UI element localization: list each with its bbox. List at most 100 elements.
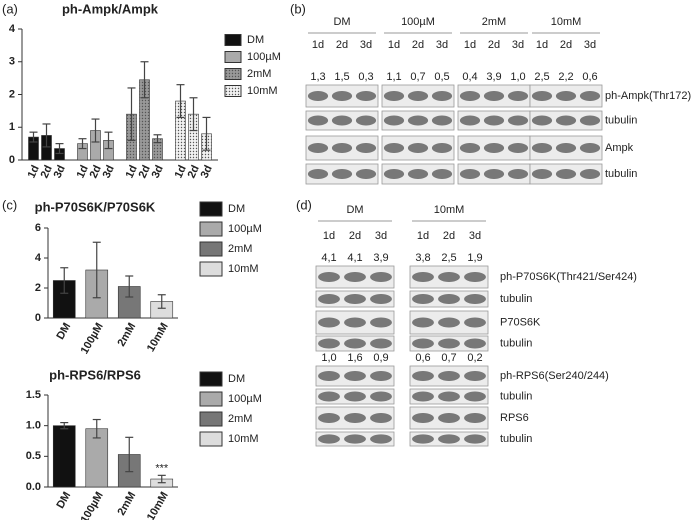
lane-label: 2d [336,39,348,51]
blot-band [370,434,392,444]
y-tick-label: 0 [35,312,41,324]
blot-group: 10mM [434,204,465,216]
legend-swatch [224,34,242,46]
blot-band [370,294,392,304]
blot-group: 2mM [482,16,506,28]
panel-label: (c) [2,197,17,212]
blot-band [412,272,434,282]
row-label: RPS6 [500,412,529,424]
blot-band [383,91,405,101]
blot-band [370,413,392,423]
blot-band [331,91,353,101]
lane-label: 2d [488,39,500,51]
legend-swatch [199,411,223,427]
y-tick-label: 1.0 [26,420,41,432]
blot-band [412,317,434,328]
blot-band [318,371,340,381]
blot-band [438,371,460,381]
x-tick-label: 100µM [79,490,106,520]
blot-value: 1,3 [310,71,325,83]
legend-label: 100µM [228,393,262,405]
x-tick-label: 3d [150,163,166,180]
y-tick-label: 6 [35,222,41,234]
y-tick-label: 0.5 [26,450,41,462]
row-label: ph-RPS6(Ser240/244) [500,370,609,382]
row-label: tubulin [605,114,637,126]
blot-band [464,391,486,402]
legend-swatch [224,51,242,63]
x-tick-label: 1d [173,163,189,180]
lane-label: 1d [417,230,429,242]
y-tick-label: 0.0 [26,481,41,493]
blot-band [344,371,366,381]
blot-value: 1,9 [467,252,482,264]
blot-group: DM [333,16,350,28]
blot-band [438,434,460,444]
blot-value: 1,5 [334,71,349,83]
legend-swatch [199,431,223,447]
blot-band [355,91,377,101]
lane-label: 2d [443,230,455,242]
blot-value: 0,4 [462,71,477,83]
blot-band [344,338,366,349]
row-label: tubulin [605,168,637,180]
blot-band [459,169,481,179]
blot-band [370,272,392,282]
legend-label: DM [228,373,245,385]
x-tick-label: 1d [26,163,42,180]
blot-band [464,294,486,304]
x-tick-label: 2d [39,163,55,180]
row-label: P70S6K [500,316,541,328]
chart-title: ph-Ampk/Ampk [62,1,159,16]
blot-band [344,434,366,444]
lane-label: 1d [536,39,548,51]
blot-value: 0,7 [441,352,456,364]
lane-label: 1d [464,39,476,51]
blot-band [412,371,434,381]
row-label: tubulin [500,433,532,445]
blot-value: 1,0 [321,352,336,364]
blot-band [307,91,329,101]
blot-band [331,143,353,153]
blot-band [370,338,392,349]
blot-band [464,371,486,381]
legend-swatch [199,201,223,217]
blot-band [464,413,486,423]
blot-value: 2,5 [441,252,456,264]
blot-value: 3,9 [373,252,388,264]
blot-band [370,371,392,381]
legend-label: DM [228,203,245,215]
blot-band [438,272,460,282]
blot-band [507,143,529,153]
blot-band [579,143,601,153]
row-label: tubulin [500,293,532,305]
blot-band [438,413,460,423]
blot-band [459,115,481,126]
chart-title: ph-P70S6K/P70S6K [35,199,156,214]
blot-value: 3,9 [486,71,501,83]
legend-swatch [199,371,223,387]
blot-band [459,91,481,101]
blot-band [412,413,434,423]
x-tick-label: 2mM [115,321,138,349]
x-tick-label: 3d [199,163,215,180]
blot-band [438,391,460,402]
blot-band [464,434,486,444]
x-tick-label: DM [54,321,73,342]
blot-band [531,169,553,179]
blot-band [318,294,340,304]
row-label: tubulin [500,337,532,349]
blot-band [579,169,601,179]
x-tick-label: 2d [137,163,153,180]
blot-band [438,338,460,349]
panel-label: (d) [296,197,312,212]
lane-label: 3d [469,230,481,242]
blot-band [344,413,366,423]
blot-value: 0,7 [410,71,425,83]
blot-band [412,294,434,304]
blot-band [555,115,577,126]
blot-band [507,115,529,126]
blot-band [464,338,486,349]
x-tick-label: 3d [52,163,68,180]
lane-label: 3d [584,39,596,51]
